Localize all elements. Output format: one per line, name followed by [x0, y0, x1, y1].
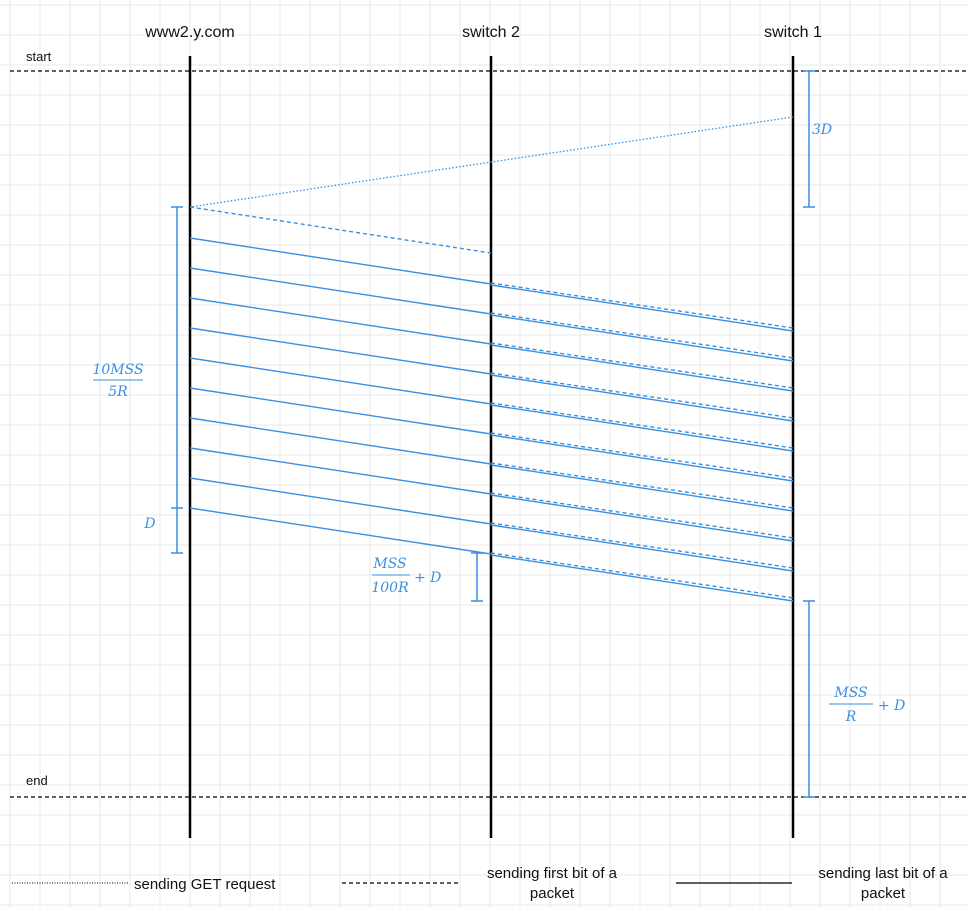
packet-last-bit-switch2-to-switch1: [490, 524, 794, 572]
packet-last-bit-switch2-to-switch1: [490, 434, 794, 482]
header-host: www2.y.com: [144, 24, 235, 41]
packet-first-bit-switch2-to-switch1: [490, 492, 794, 539]
end-label: end: [26, 773, 48, 788]
packet-last-bit-switch2-to-switch1: [490, 404, 794, 452]
bracket-switch2: [471, 552, 483, 602]
packet-transmissions: [189, 206, 794, 602]
packet-last-bit-switch2-to-switch1: [490, 464, 794, 512]
start-label: start: [26, 49, 52, 64]
packet-first-bit-switch2-to-switch1: [490, 522, 794, 569]
bracket-get-delay: [803, 70, 815, 208]
legend: sending GET request sending first bit of…: [12, 865, 948, 902]
label-sw1-plus: + D: [878, 698, 905, 714]
legend-last-bit-line2: packet: [861, 885, 906, 902]
packet-last-bit-host-to-switch2: [189, 267, 492, 315]
legend-first-bit-line2: packet: [530, 885, 575, 902]
label-prop-host: D: [143, 516, 155, 532]
bracket-switch1: [803, 600, 815, 798]
packet-last-bit-host-to-switch2: [189, 477, 492, 525]
label-sw2-plus: + D: [414, 570, 441, 586]
packet-last-bit-switch2-to-switch1: [490, 284, 794, 332]
packet-last-bit-switch2-to-switch1: [490, 374, 794, 422]
packet-first-bit-switch2-to-switch1: [490, 462, 794, 509]
legend-last-bit-line1: sending last bit of a: [818, 865, 948, 882]
label-tx-denominator: 5R: [108, 384, 128, 400]
label-tx-numerator: 10MSS: [92, 362, 143, 378]
packet-last-bit-switch2-to-switch1: [490, 314, 794, 362]
packet-first-bit-switch2-to-switch1: [490, 402, 794, 449]
packet-last-bit-switch2-to-switch1: [490, 344, 794, 392]
header-switch1: switch 1: [764, 24, 822, 41]
packet-last-bit-switch2-to-switch1: [490, 494, 794, 542]
packet-first-bit-host-to-switch2: [189, 206, 492, 254]
packet-first-bit-switch2-to-switch1: [490, 552, 794, 599]
packet-last-bit-host-to-switch2: [189, 327, 492, 375]
label-sw1-numerator: MSS: [833, 685, 867, 701]
label-sw2-numerator: MSS: [372, 556, 406, 572]
packet-last-bit-switch2-to-switch1: [490, 554, 794, 602]
packet-last-bit-host-to-switch2: [189, 357, 492, 405]
packet-last-bit-host-to-switch2: [189, 417, 492, 465]
legend-first-bit-line1: sending first bit of a: [487, 865, 618, 882]
label-get-delay: 3D: [812, 122, 832, 138]
packet-first-bit-switch2-to-switch1: [490, 282, 794, 329]
packet-last-bit-host-to-switch2: [189, 237, 492, 285]
packet-first-bit-switch2-to-switch1: [490, 342, 794, 389]
packet-first-bit-switch2-to-switch1: [490, 432, 794, 479]
bracket-transmission: [171, 206, 183, 554]
packet-last-bit-host-to-switch2: [189, 507, 492, 555]
get-request-arrow: [189, 116, 794, 208]
header-switch2: switch 2: [462, 24, 520, 41]
label-sw2-denominator: 100R: [371, 580, 409, 596]
packet-last-bit-host-to-switch2: [189, 297, 492, 345]
label-sw1-denominator: R: [845, 709, 857, 725]
packet-first-bit-switch2-to-switch1: [490, 312, 794, 359]
packet-first-bit-switch2-to-switch1: [490, 372, 794, 419]
packet-last-bit-host-to-switch2: [189, 387, 492, 435]
legend-get-request: sending GET request: [134, 876, 276, 893]
packet-last-bit-host-to-switch2: [189, 447, 492, 495]
